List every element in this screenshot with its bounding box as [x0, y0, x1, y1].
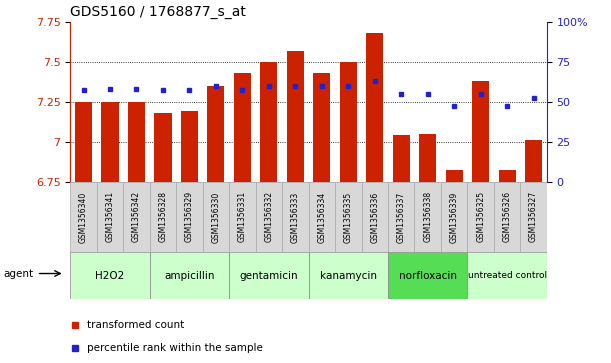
Bar [260, 62, 277, 182]
Bar [494, 182, 521, 252]
Bar [521, 182, 547, 252]
Bar [155, 113, 172, 182]
Bar [123, 182, 150, 252]
Bar [441, 182, 467, 252]
Bar [282, 182, 309, 252]
Text: GSM1356329: GSM1356329 [185, 191, 194, 242]
Text: percentile rank within the sample: percentile rank within the sample [87, 343, 263, 352]
Text: GSM1356326: GSM1356326 [503, 191, 511, 242]
Bar [525, 140, 542, 182]
Text: GSM1356328: GSM1356328 [158, 191, 167, 242]
Bar [414, 182, 441, 252]
Text: kanamycin: kanamycin [320, 271, 377, 281]
Bar [467, 252, 547, 299]
Text: ampicillin: ampicillin [164, 271, 214, 281]
Text: GSM1356335: GSM1356335 [344, 191, 353, 242]
Bar [150, 252, 229, 299]
Bar [472, 81, 489, 182]
Bar [499, 170, 516, 182]
Text: norfloxacin: norfloxacin [399, 271, 456, 281]
Text: GSM1356325: GSM1356325 [476, 191, 485, 242]
Text: transformed count: transformed count [87, 321, 184, 330]
Text: GDS5160 / 1768877_s_at: GDS5160 / 1768877_s_at [70, 5, 246, 19]
Bar [70, 252, 150, 299]
Text: GSM1356339: GSM1356339 [450, 191, 459, 242]
Bar [313, 73, 331, 182]
Bar [309, 252, 388, 299]
Bar [234, 73, 251, 182]
Bar [97, 182, 123, 252]
Bar [181, 111, 198, 182]
Bar [255, 182, 282, 252]
Bar [150, 182, 176, 252]
Bar [287, 50, 304, 182]
Bar [176, 182, 203, 252]
Text: GSM1356337: GSM1356337 [397, 191, 406, 242]
Text: GSM1356342: GSM1356342 [132, 191, 141, 242]
Text: H2O2: H2O2 [95, 271, 125, 281]
Bar [75, 102, 92, 182]
Text: GSM1356327: GSM1356327 [529, 191, 538, 242]
Bar [362, 182, 388, 252]
Bar [70, 182, 97, 252]
Bar [366, 33, 383, 182]
Bar [207, 86, 224, 182]
Text: GSM1356338: GSM1356338 [423, 191, 432, 242]
Bar [229, 182, 255, 252]
Bar [229, 252, 309, 299]
Text: GSM1356333: GSM1356333 [291, 191, 300, 242]
Bar [101, 102, 119, 182]
Text: GSM1356332: GSM1356332 [265, 191, 273, 242]
Bar [388, 252, 467, 299]
Bar [128, 102, 145, 182]
Text: untreated control: untreated control [467, 272, 547, 280]
Text: gentamicin: gentamicin [240, 271, 298, 281]
Bar [445, 170, 463, 182]
Text: GSM1356331: GSM1356331 [238, 191, 247, 242]
Text: agent: agent [4, 269, 34, 278]
Bar [393, 135, 410, 182]
Text: GSM1356340: GSM1356340 [79, 191, 88, 242]
Text: GSM1356334: GSM1356334 [317, 191, 326, 242]
Bar [340, 62, 357, 182]
Bar [309, 182, 335, 252]
Text: GSM1356330: GSM1356330 [211, 191, 221, 242]
Bar [388, 182, 414, 252]
Text: GSM1356341: GSM1356341 [106, 191, 114, 242]
Bar [467, 182, 494, 252]
Bar [419, 134, 436, 182]
Text: GSM1356336: GSM1356336 [370, 191, 379, 242]
Bar [203, 182, 229, 252]
Bar [335, 182, 362, 252]
